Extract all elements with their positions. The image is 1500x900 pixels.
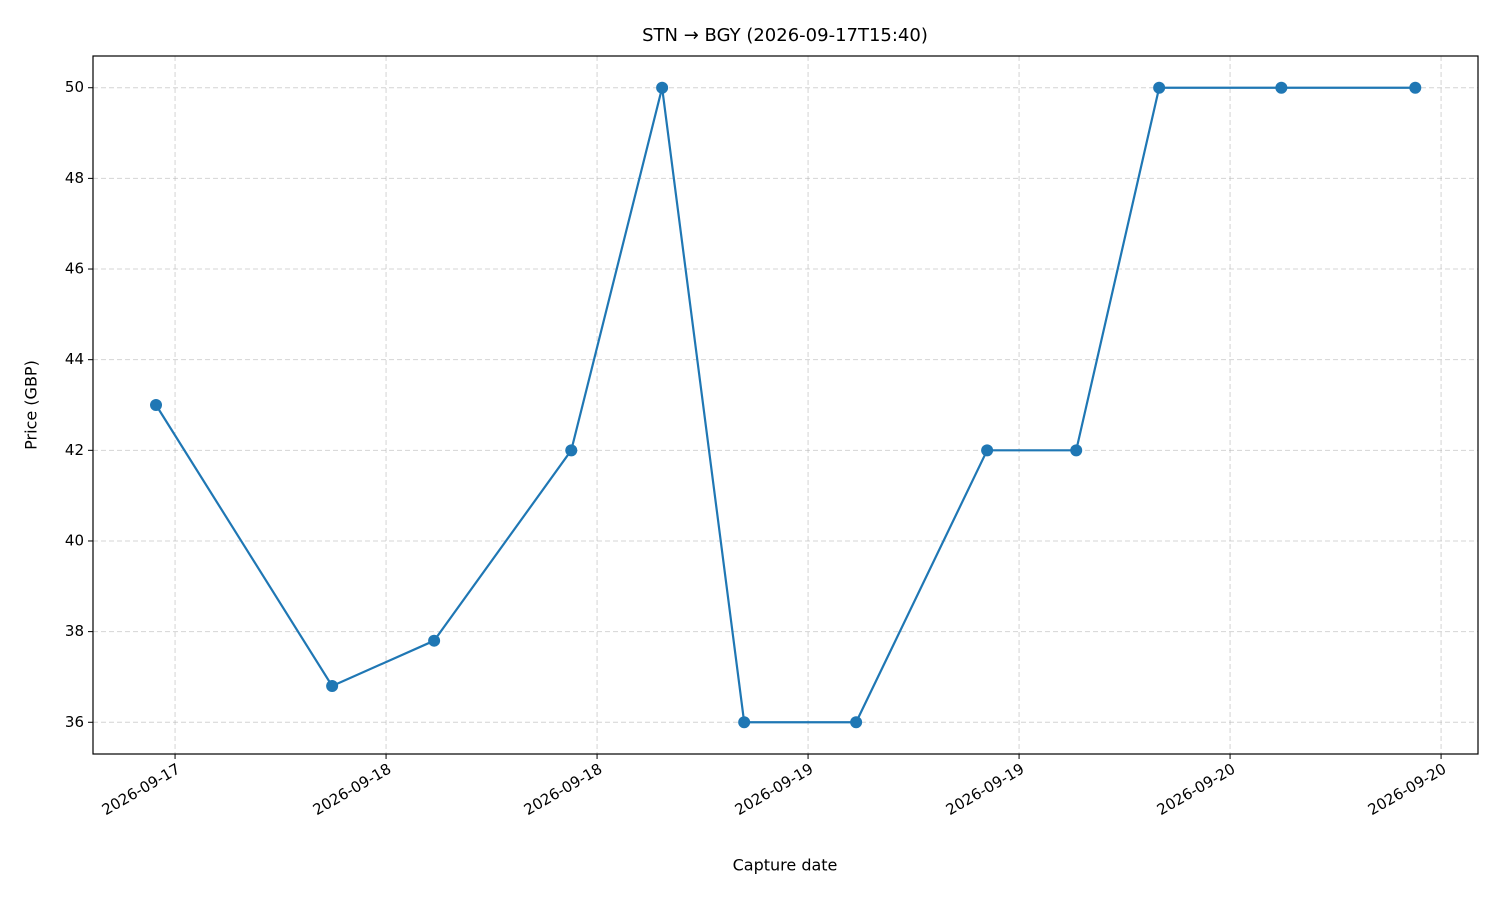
data-point xyxy=(1275,81,1288,94)
chart-title: STN → BGY (2026-09-17T15:40) xyxy=(642,25,928,46)
y-tick-label: 36 xyxy=(65,713,84,731)
y-tick-label: 38 xyxy=(65,622,84,640)
data-point xyxy=(1070,444,1083,457)
x-axis-label: Capture date xyxy=(733,856,838,875)
y-tick-label: 40 xyxy=(65,531,84,549)
data-point xyxy=(565,444,578,457)
data-point xyxy=(1409,81,1422,94)
data-point xyxy=(656,81,669,94)
y-axis-label: Price (GBP) xyxy=(22,360,41,450)
plot-frame xyxy=(92,55,1479,755)
data-point xyxy=(428,634,441,647)
y-tick-label: 44 xyxy=(65,350,84,368)
data-point xyxy=(981,444,994,457)
data-point xyxy=(326,680,339,693)
y-tick-label: 50 xyxy=(65,78,84,96)
data-point xyxy=(850,716,863,729)
data-point xyxy=(150,399,163,411)
series-line xyxy=(155,86,1416,724)
y-tick-label: 48 xyxy=(65,169,84,187)
data-point xyxy=(1153,81,1166,94)
y-tick-label: 46 xyxy=(65,260,84,278)
data-point xyxy=(738,716,751,729)
y-tick-label: 42 xyxy=(65,441,84,459)
